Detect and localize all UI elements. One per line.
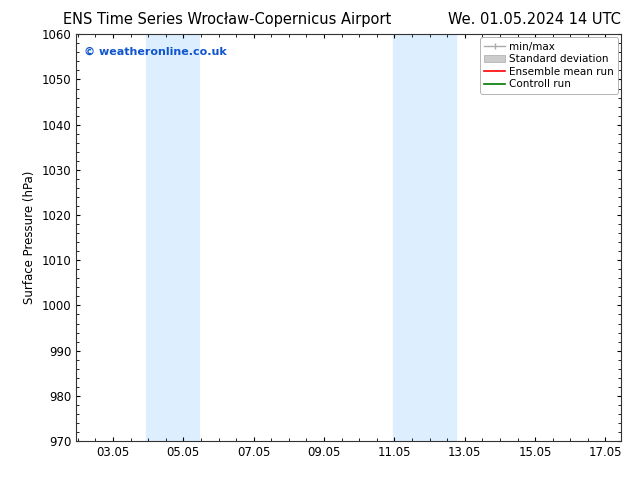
Text: ENS Time Series Wrocław-Copernicus Airport: ENS Time Series Wrocław-Copernicus Airpo… — [63, 12, 392, 27]
Y-axis label: Surface Pressure (hPa): Surface Pressure (hPa) — [23, 171, 36, 304]
Bar — [392, 34, 456, 441]
Legend: min/max, Standard deviation, Ensemble mean run, Controll run: min/max, Standard deviation, Ensemble me… — [480, 37, 618, 94]
Bar — [146, 34, 199, 441]
Text: © weatheronline.co.uk: © weatheronline.co.uk — [84, 47, 227, 56]
Text: We. 01.05.2024 14 UTC: We. 01.05.2024 14 UTC — [448, 12, 621, 27]
